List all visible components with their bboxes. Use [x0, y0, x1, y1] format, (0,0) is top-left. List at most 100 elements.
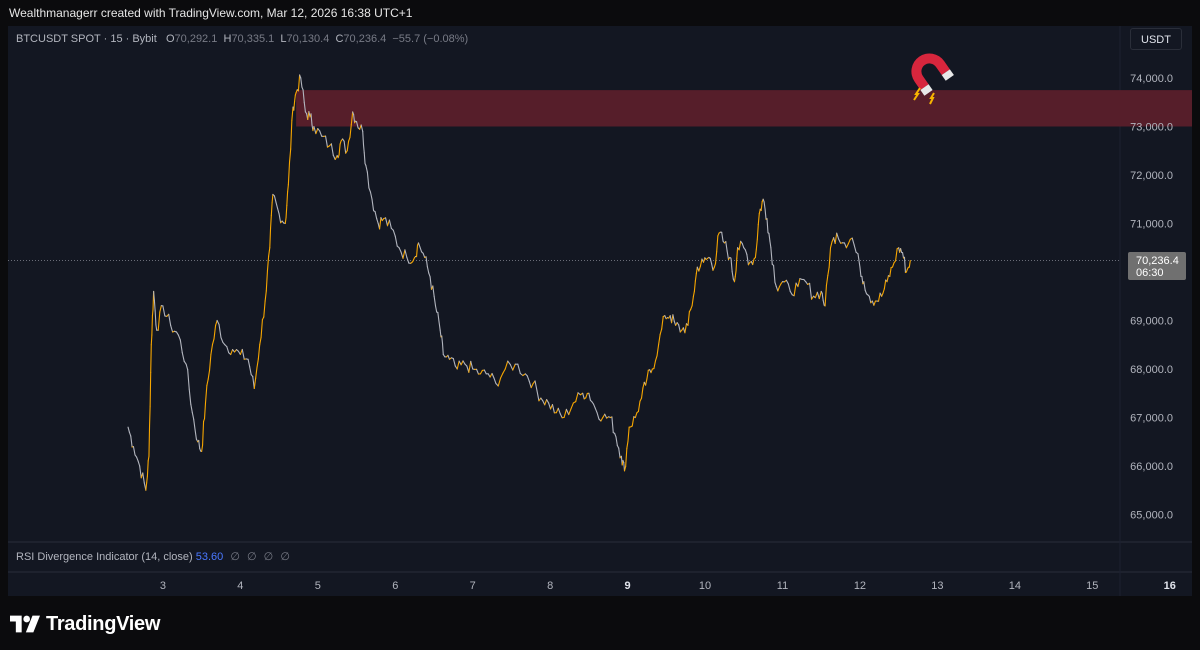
price-segment [275, 201, 279, 209]
price-segment [637, 400, 641, 413]
price-segment [548, 402, 552, 410]
price-segment [642, 381, 645, 389]
price-segment [428, 272, 431, 278]
price-segment [148, 405, 151, 427]
price-segment [392, 229, 396, 237]
price-segment [276, 207, 280, 215]
price-segment [153, 299, 156, 312]
price-segment [468, 360, 472, 373]
price-segment [758, 208, 761, 215]
price-segment [568, 408, 572, 416]
price-segment [903, 256, 907, 274]
price-segment [822, 299, 825, 306]
rsi-value: 53.60 [195, 551, 224, 563]
price-segment [371, 198, 375, 212]
price-segment [334, 155, 338, 161]
chart-panel[interactable]: 74,000.0 73,000.0 72,000.0 71,000.0 69,000.0… [8, 26, 1192, 596]
price-segment [255, 366, 258, 379]
price-segment [157, 311, 161, 331]
currency-button[interactable]: USDT [1130, 28, 1182, 50]
price-segment [882, 288, 885, 294]
price-segment [698, 265, 701, 272]
price-segment [369, 191, 373, 200]
price-segment [206, 378, 209, 387]
price-segment [269, 227, 272, 249]
change-value: −55.7 (−0.08%) [392, 33, 469, 45]
y-tick-label: 74,000.0 [1130, 73, 1173, 85]
price-segment [709, 257, 713, 265]
price-segment [768, 232, 771, 242]
price-segment [654, 355, 658, 362]
price-segment [711, 263, 714, 271]
price-segment [458, 360, 462, 366]
price-segment [891, 262, 895, 268]
price-segment [517, 363, 521, 375]
price-segment [773, 264, 776, 283]
price-segment [362, 144, 365, 154]
price-segment [437, 312, 440, 323]
price-segment [789, 290, 793, 296]
price-segment [797, 278, 801, 288]
price-segment [128, 431, 132, 437]
price-segment [614, 432, 617, 438]
price-segment [824, 284, 828, 307]
price-segment [287, 161, 291, 186]
price-segment [692, 290, 695, 297]
price-segment [693, 280, 696, 292]
price-segment [284, 217, 287, 225]
price-segment [756, 223, 759, 240]
price-segment [285, 205, 288, 219]
price-segment [379, 217, 382, 230]
price-segment [412, 256, 416, 263]
price-segment [843, 242, 847, 249]
price-segment [297, 74, 301, 92]
price-segment [883, 279, 887, 290]
price-segment [744, 249, 748, 256]
price-segment [139, 465, 142, 479]
price-segment [816, 291, 820, 300]
price-segment [646, 369, 649, 380]
price-segment [207, 369, 211, 380]
price-segment [733, 276, 736, 283]
rsi-legend[interactable]: RSI Divergence Indicator (14, close) 53.… [16, 550, 290, 563]
open-value: 70,292.1 [174, 33, 218, 45]
price-segment [426, 266, 430, 274]
price-segment [588, 392, 591, 401]
price-segment [615, 436, 618, 447]
price-segment [190, 403, 193, 414]
price-segment [287, 184, 289, 193]
price-chart[interactable]: 74,000.0 73,000.0 72,000.0 71,000.0 69,000.0… [8, 26, 1192, 596]
price-segment [210, 344, 214, 356]
price-segment [150, 334, 153, 346]
price-segment [640, 387, 644, 399]
x-tick-label: 3 [160, 580, 166, 592]
price-segment [230, 349, 234, 356]
x-tick-label: 4 [237, 580, 243, 592]
y-tick-label: 66,000.0 [1130, 461, 1173, 473]
price-segment [661, 316, 664, 330]
price-segment [278, 213, 282, 224]
price-segment [398, 247, 402, 253]
price-segment [137, 460, 141, 467]
price-segment [388, 219, 392, 229]
price-segment [774, 281, 777, 288]
price-segment [600, 416, 604, 422]
price-segment [479, 369, 483, 375]
price-segment [889, 266, 892, 277]
y-tick-label: 72,000.0 [1130, 170, 1173, 182]
price-segment [623, 465, 627, 472]
price-segment [827, 266, 830, 277]
price-segment [755, 238, 758, 250]
price-segment [526, 375, 530, 382]
tradingview-logo[interactable]: TradingView [10, 612, 160, 636]
brand-name: TradingView [46, 612, 161, 635]
price-segment [895, 248, 898, 262]
symbol-label[interactable]: BTCUSDT SPOT · 15 · Bybit [16, 33, 157, 45]
price-segment [145, 482, 148, 491]
price-segment [432, 285, 435, 298]
price-segment [415, 244, 419, 258]
price-segment [793, 282, 797, 297]
price-segment [656, 344, 660, 357]
low-value: 70,130.4 [286, 33, 330, 45]
price-segment [864, 289, 868, 295]
